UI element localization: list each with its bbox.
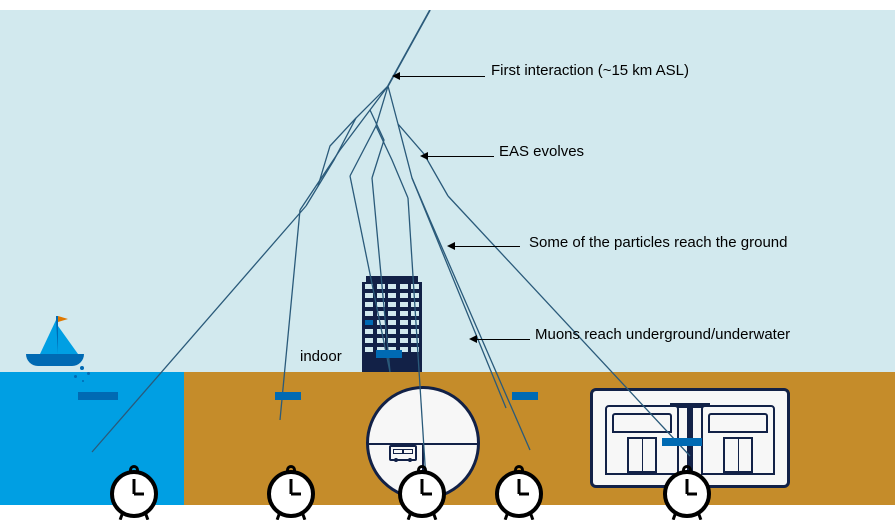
bus-icon [389,445,417,461]
arrow-line [477,339,530,340]
clock-icon [110,470,158,518]
train-right [701,405,775,475]
arrow-line [400,76,485,77]
clock-icon [495,470,543,518]
arrow-line [455,246,520,247]
bubble [87,372,90,375]
bubble [74,375,77,378]
building [362,282,422,372]
arrow-head-icon [469,335,477,343]
bubble [82,380,84,382]
clock-icon [663,470,711,518]
sky-region [0,10,895,372]
detector [275,392,301,400]
detector [662,438,702,446]
bubble [80,366,84,370]
detector [78,392,118,400]
arrow-head-icon [392,72,400,80]
annotation-first: First interaction (~15 km ASL) [491,62,689,79]
annotation-muons: Muons reach underground/underwater [535,326,790,343]
arrow-head-icon [447,242,455,250]
arrow-line [428,156,494,157]
indoor-label: indoor [300,348,342,365]
clock-icon [267,470,315,518]
clock-icon [398,470,446,518]
annotation-eas: EAS evolves [499,143,584,160]
annotation-ground: Some of the particles reach the ground [529,234,788,251]
detector [512,392,538,400]
arrow-head-icon [420,152,428,160]
detector [376,350,402,358]
